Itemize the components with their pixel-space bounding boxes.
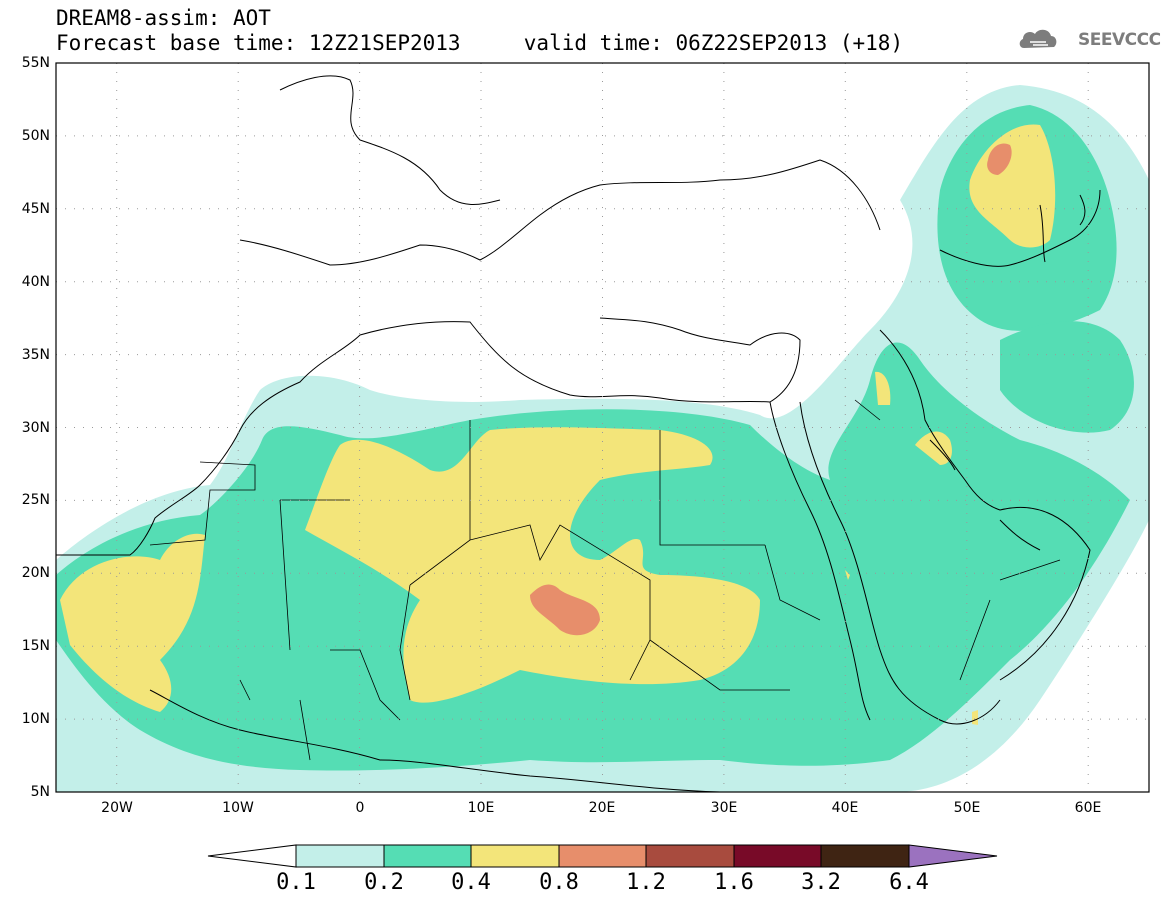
lat-label-45n: 45N <box>21 201 50 217</box>
lon-label-10e: 10E <box>467 800 495 816</box>
colorbar <box>207 844 998 868</box>
colorbar-label: 6.4 <box>889 870 929 895</box>
colorbar-label: 0.4 <box>451 870 491 895</box>
map-title: DREAM8-assim: AOT <box>56 6 271 30</box>
colorbar-under-arrow <box>207 844 297 868</box>
colorbar-label: 1.6 <box>714 870 754 895</box>
lon-label-50e: 50E <box>953 800 981 816</box>
colorbar-label: 3.2 <box>801 870 841 895</box>
colorbar-swatch-4 <box>558 844 647 868</box>
lat-label-25n: 25N <box>21 492 50 508</box>
lon-label-30e: 30E <box>710 800 738 816</box>
lat-label-15n: 15N <box>21 638 50 654</box>
lat-label-35n: 35N <box>21 347 50 363</box>
lon-label-10w: 10W <box>222 800 254 816</box>
colorbar-swatch-5 <box>645 844 735 868</box>
lat-label-30n: 30N <box>21 420 50 436</box>
coastlines <box>56 75 1101 792</box>
lon-label-60e: 60E <box>1074 800 1102 816</box>
lat-label-5n: 5N <box>30 784 50 800</box>
aot-band-0-8 <box>530 143 1012 636</box>
map-frame <box>55 62 1150 793</box>
lat-label-40n: 40N <box>21 274 50 290</box>
lat-label-50n: 50N <box>21 128 50 144</box>
borders <box>149 399 1061 761</box>
colorbar-swatch-1 <box>295 844 385 868</box>
lat-label-20n: 20N <box>21 565 50 581</box>
lon-label-0: 0 <box>355 800 365 816</box>
lat-label-55n: 55N <box>21 55 50 71</box>
colorbar-swatch-2 <box>383 844 472 868</box>
colorbar-label: 0.1 <box>276 870 316 895</box>
colorbar-over-arrow <box>908 844 998 868</box>
colorbar-label: 1.2 <box>626 870 666 895</box>
colorbar-label: 0.2 <box>364 870 404 895</box>
forecast-time-line: Forecast base time: 12Z21SEP2013 valid t… <box>56 31 904 55</box>
lon-label-20e: 20E <box>588 800 616 816</box>
seevccc-logo: SEEVCCC <box>1078 30 1161 50</box>
cloud-icon <box>1019 29 1057 48</box>
colorbar-swatch-7 <box>820 844 910 868</box>
colorbar-label: 0.8 <box>539 870 579 895</box>
colorbar-swatch-6 <box>733 844 822 868</box>
lon-label-20w: 20W <box>101 800 133 816</box>
lat-label-10n: 10N <box>21 711 50 727</box>
lon-label-40e: 40E <box>831 800 859 816</box>
colorbar-swatch-3 <box>470 844 560 868</box>
